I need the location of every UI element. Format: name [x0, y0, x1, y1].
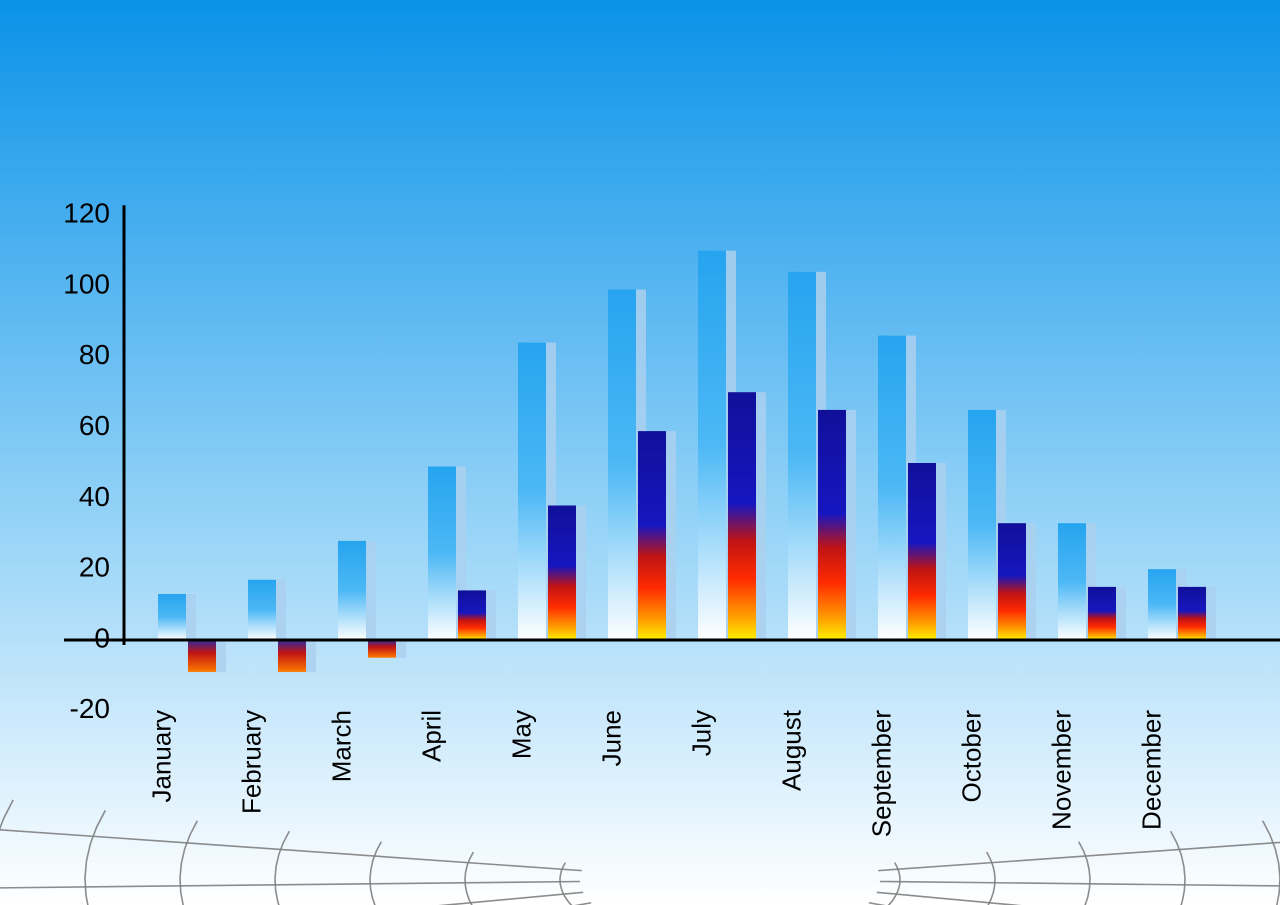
y-tick-label: 0: [94, 622, 110, 653]
y-tick-label: -20: [70, 693, 110, 724]
x-category-label-february: February: [236, 710, 266, 814]
bar-series_b_fire-march: [368, 640, 396, 658]
bar-series_b_fire-april: [458, 590, 486, 640]
bar-series_b_fire-october: [998, 523, 1026, 640]
bar-series_a_blue-september: [878, 336, 906, 640]
bar-series_b_fire-november: [1088, 587, 1116, 640]
bar-series_a_blue-july: [698, 251, 726, 640]
x-category-label-november: November: [1046, 710, 1076, 830]
x-category-label-january: January: [146, 710, 176, 803]
bar-series_b_fire-august: [818, 410, 846, 640]
x-category-label-june: June: [596, 710, 626, 766]
x-category-label-october: October: [956, 710, 986, 803]
bar-series_a_blue-november: [1058, 523, 1086, 640]
bar-series_b_fire-july: [728, 392, 756, 640]
y-tick-label: 40: [79, 481, 110, 512]
bar-series_b_fire-february: [278, 640, 306, 672]
bar-series_b_fire-june: [638, 431, 666, 640]
bar-series_b_fire-december: [1178, 587, 1206, 640]
bar-series_b_fire-september: [908, 463, 936, 640]
bar-series_a_blue-january: [158, 594, 186, 640]
chart-svg: -20 0 20 40 60 80 100 120 January February March A…: [0, 0, 1280, 905]
x-category-label-september: September: [866, 710, 896, 838]
x-category-label-december: December: [1136, 710, 1166, 830]
x-category-label-july: July: [686, 710, 716, 756]
bar-series_a_blue-june: [608, 290, 636, 641]
y-tick-label: 60: [79, 410, 110, 441]
monthly-bar-chart: { "chart": { "type": "bar", "canvas": { …: [0, 0, 1280, 905]
bar-series_a_blue-december: [1148, 569, 1176, 640]
bar-series_a_blue-march: [338, 541, 366, 640]
bar-series_a_blue-may: [518, 343, 546, 640]
y-tick-label: 120: [63, 198, 110, 229]
bar-series_a_blue-april: [428, 467, 456, 641]
y-tick-label: 20: [79, 552, 110, 583]
bar-series_a_blue-february: [248, 580, 276, 640]
bar-series_b_fire-january: [188, 640, 216, 672]
y-tick-label: 100: [63, 268, 110, 299]
x-category-label-april: April: [416, 710, 446, 762]
x-category-label-august: August: [776, 709, 806, 791]
bar-series_a_blue-august: [788, 272, 816, 640]
bar-series_b_fire-may: [548, 506, 576, 641]
x-category-label-may: May: [506, 710, 536, 759]
x-category-label-march: March: [326, 710, 356, 782]
bar-series_a_blue-october: [968, 410, 996, 640]
y-tick-label: 80: [79, 339, 110, 370]
